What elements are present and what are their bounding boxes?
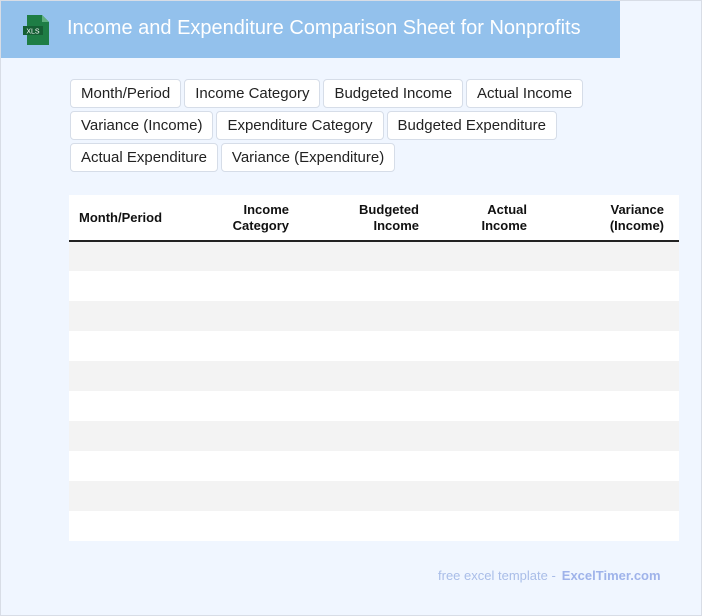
table-row [69, 391, 679, 421]
table-cell[interactable] [69, 451, 179, 481]
table-cell[interactable] [179, 451, 304, 481]
table-cell[interactable] [434, 391, 542, 421]
table-cell[interactable] [542, 361, 679, 391]
table-cell[interactable] [434, 511, 542, 541]
tag-income-category[interactable]: Income Category [184, 79, 321, 108]
title-bar: XLS Income and Expenditure Comparison Sh… [1, 1, 620, 58]
tag-month-period[interactable]: Month/Period [70, 79, 182, 108]
table-cell[interactable] [542, 241, 679, 271]
tag-budgeted-expenditure[interactable]: Budgeted Expenditure [386, 111, 557, 140]
table-row [69, 271, 679, 301]
table-cell[interactable] [304, 301, 434, 331]
table-cell[interactable] [434, 451, 542, 481]
table-cell[interactable] [69, 361, 179, 391]
excel-file-icon: XLS [23, 15, 49, 45]
table-row [69, 301, 679, 331]
table-cell[interactable] [434, 241, 542, 271]
table-cell[interactable] [179, 511, 304, 541]
tag-actual-expenditure[interactable]: Actual Expenditure [70, 143, 218, 172]
footer-brand-link[interactable]: ExcelTimer.com [561, 568, 661, 583]
table-cell[interactable] [434, 421, 542, 451]
table-cell[interactable] [542, 271, 679, 301]
tag-expenditure-category[interactable]: Expenditure Category [216, 111, 384, 140]
table-cell[interactable] [304, 271, 434, 301]
table-cell[interactable] [179, 331, 304, 361]
table-cell[interactable] [179, 481, 304, 511]
table-cell[interactable] [179, 391, 304, 421]
table-cell[interactable] [434, 361, 542, 391]
table-cell[interactable] [304, 511, 434, 541]
table-cell[interactable] [69, 301, 179, 331]
page-title: Income and Expenditure Comparison Sheet … [67, 17, 581, 39]
tag-budgeted-income[interactable]: Budgeted Income [323, 79, 464, 108]
table-cell[interactable] [179, 301, 304, 331]
tag-variance-expenditure[interactable]: Variance (Expenditure) [220, 143, 396, 172]
table-cell[interactable] [69, 481, 179, 511]
table-cell[interactable] [304, 451, 434, 481]
table-row [69, 421, 679, 451]
table-cell[interactable] [304, 361, 434, 391]
table-cell[interactable] [542, 451, 679, 481]
table-cell[interactable] [542, 331, 679, 361]
column-header: Actual Income [434, 195, 542, 242]
column-header: Variance (Income) [542, 195, 679, 242]
table-cell[interactable] [69, 241, 179, 271]
table-cell[interactable] [434, 301, 542, 331]
table-cell[interactable] [542, 391, 679, 421]
table-cell[interactable] [69, 511, 179, 541]
table-cell[interactable] [304, 481, 434, 511]
table-cell[interactable] [179, 241, 304, 271]
table-cell[interactable] [542, 421, 679, 451]
table-cell[interactable] [69, 271, 179, 301]
table-cell[interactable] [179, 361, 304, 391]
table-cell[interactable] [179, 271, 304, 301]
table-cell[interactable] [179, 421, 304, 451]
table-row [69, 361, 679, 391]
column-header: Budgeted Income [304, 195, 434, 242]
table-cell[interactable] [304, 391, 434, 421]
table-row [69, 481, 679, 511]
table-cell[interactable] [69, 421, 179, 451]
tag-variance-income[interactable]: Variance (Income) [70, 111, 214, 140]
table-row [69, 241, 679, 271]
table-row [69, 331, 679, 361]
comparison-table: Month/Period Income Category Budgeted Inco… [69, 195, 679, 541]
tag-actual-income[interactable]: Actual Income [466, 79, 584, 108]
table-cell[interactable] [69, 391, 179, 421]
footer-credit: free excel template - ExcelTimer.com [438, 568, 661, 583]
table-cell[interactable] [69, 331, 179, 361]
column-header: Month/Period [69, 195, 179, 242]
table-cell[interactable] [304, 331, 434, 361]
column-tags: Month/Period Income Category Budgeted In… [70, 79, 702, 172]
table-row [69, 451, 679, 481]
table-cell[interactable] [434, 481, 542, 511]
table-cell[interactable] [434, 271, 542, 301]
table-cell[interactable] [434, 331, 542, 361]
footer-text: free excel template - [438, 568, 556, 583]
table-cell[interactable] [304, 421, 434, 451]
svg-text:XLS: XLS [26, 29, 40, 36]
column-header: Income Category [179, 195, 304, 242]
table-row [69, 511, 679, 541]
table-cell[interactable] [542, 481, 679, 511]
table-cell[interactable] [304, 241, 434, 271]
table-cell[interactable] [542, 511, 679, 541]
table-cell[interactable] [542, 301, 679, 331]
